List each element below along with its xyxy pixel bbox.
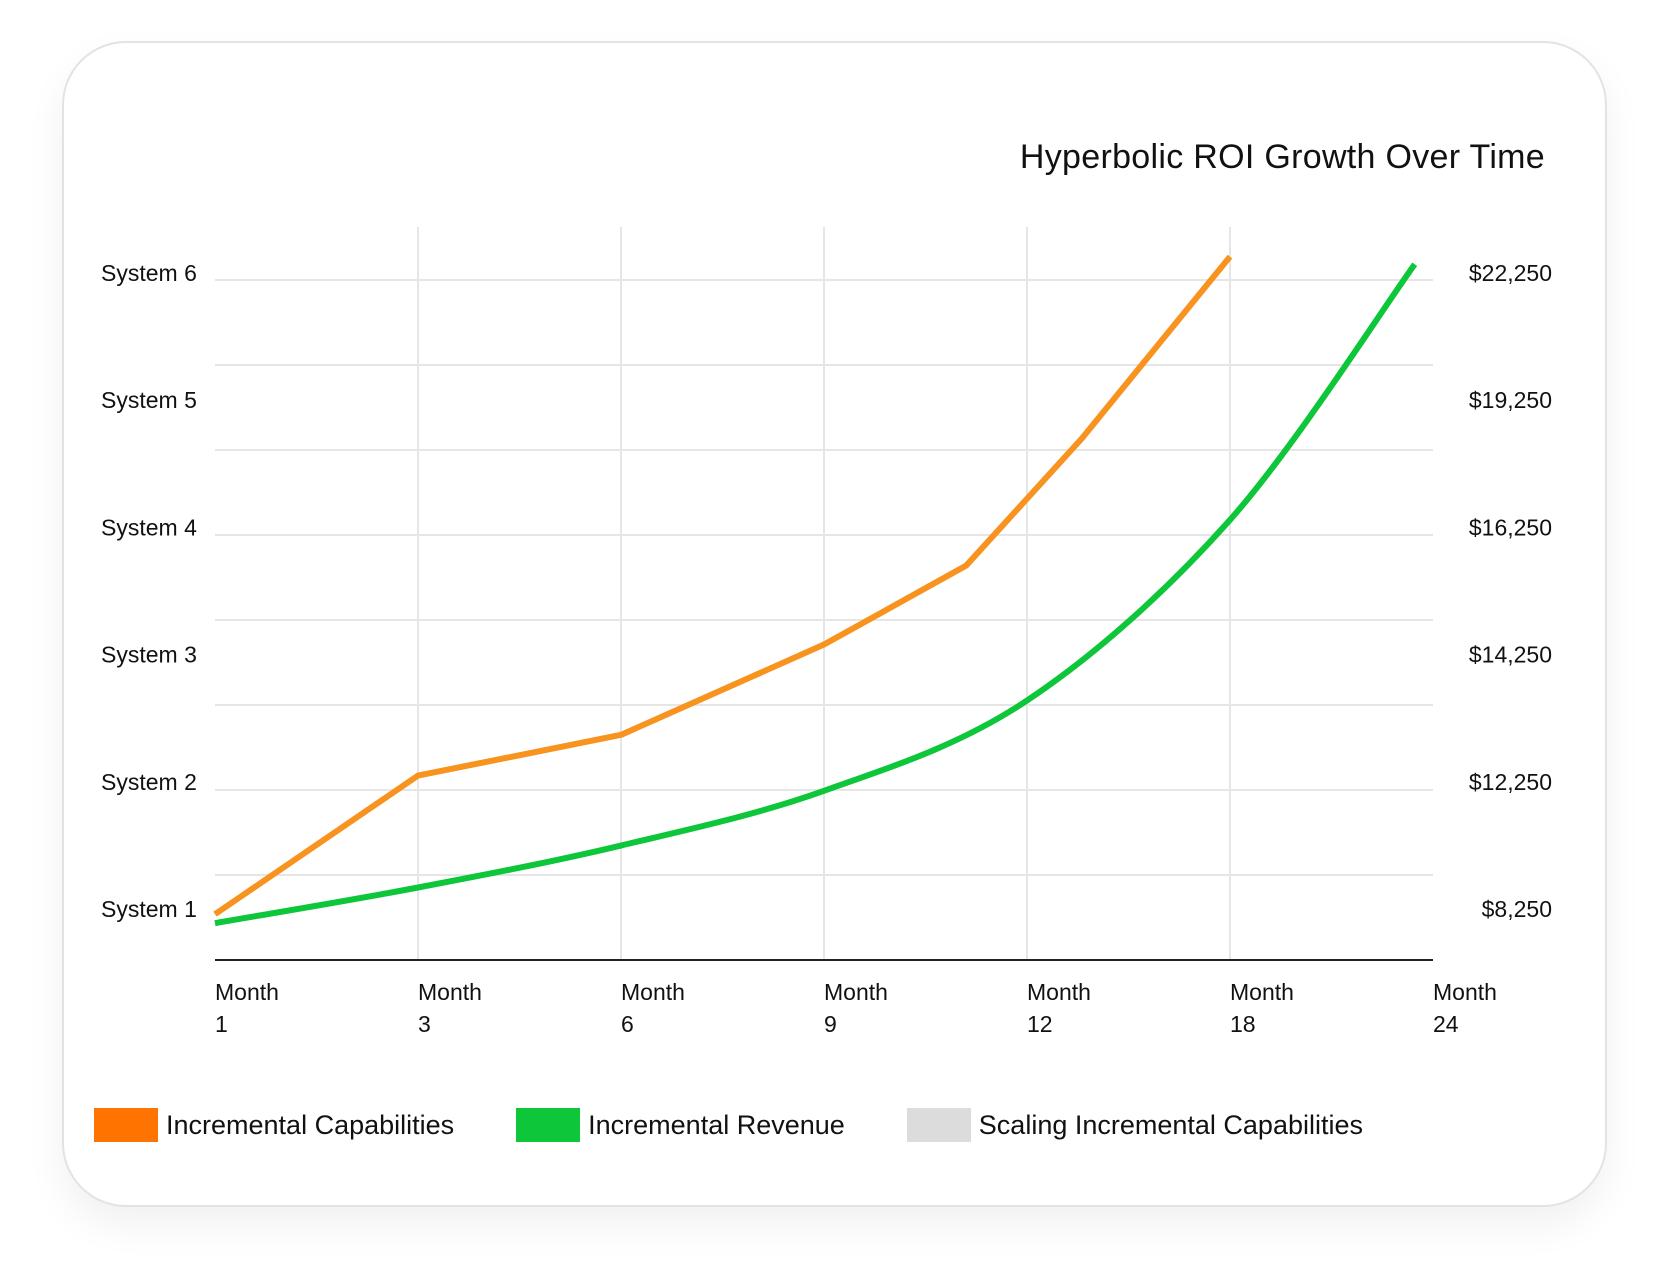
x-tick-label: Month [1027, 979, 1091, 1005]
legend-item-scaling-incremental-capabilities[interactable]: Scaling Incremental Capabilities [906, 1108, 1363, 1142]
chart-title: Hyperbolic ROI Growth Over Time [1019, 138, 1545, 176]
y-right-tick-label: $8,250 [1482, 896, 1552, 922]
legend-swatch-scaling-incremental-capabilities [906, 1108, 971, 1142]
y-left-tick-label: System 5 [101, 387, 197, 413]
legend: Incremental Capabilities Incremental Rev… [94, 1108, 1425, 1142]
x-tick-label: 3 [418, 1011, 431, 1037]
series-line-incremental-capabilities [213, 254, 1233, 917]
y-left-tick-label: System 2 [101, 769, 197, 795]
chart-card [62, 41, 1607, 1207]
x-tick-label: Month [1230, 979, 1294, 1005]
x-tick-label: 6 [621, 1011, 634, 1037]
legend-item-incremental-capabilities[interactable]: Incremental Capabilities [94, 1108, 454, 1142]
x-tick-label: Month [1433, 979, 1497, 1005]
y-left-tick-label: System 1 [101, 896, 197, 922]
y-right-tick-label: $16,250 [1469, 514, 1552, 540]
legend-swatch-incremental-capabilities [94, 1108, 158, 1142]
x-tick-label: 12 [1027, 1011, 1053, 1037]
y-right-tick-label: $12,250 [1469, 769, 1552, 795]
x-tick-label: Month [418, 979, 482, 1005]
series-line-incremental-revenue [214, 262, 1418, 927]
y-left-tick-label: System 4 [101, 514, 197, 540]
y-left-tick-label: System 6 [101, 260, 197, 286]
legend-swatch-incremental-revenue [516, 1108, 581, 1142]
y-right-tick-label: $22,250 [1469, 260, 1552, 286]
y-left-tick-label: System 3 [101, 642, 197, 668]
x-tick-label: Month [215, 979, 279, 1005]
x-tick-label: Month [621, 979, 685, 1005]
x-tick-label: 18 [1230, 1011, 1256, 1037]
legend-label: Incremental Capabilities [166, 1109, 455, 1140]
legend-label: Scaling Incremental Capabilities [978, 1109, 1363, 1140]
x-tick-label: 1 [215, 1011, 228, 1037]
y-right-tick-label: $14,250 [1469, 642, 1552, 668]
y-right-tick-label: $19,250 [1469, 387, 1552, 413]
legend-label: Incremental Revenue [588, 1109, 845, 1140]
x-tick-label: 9 [824, 1011, 837, 1037]
x-tick-label: Month [824, 979, 888, 1005]
legend-item-incremental-revenue[interactable]: Incremental Revenue [516, 1108, 845, 1142]
x-tick-label: 24 [1433, 1011, 1459, 1037]
